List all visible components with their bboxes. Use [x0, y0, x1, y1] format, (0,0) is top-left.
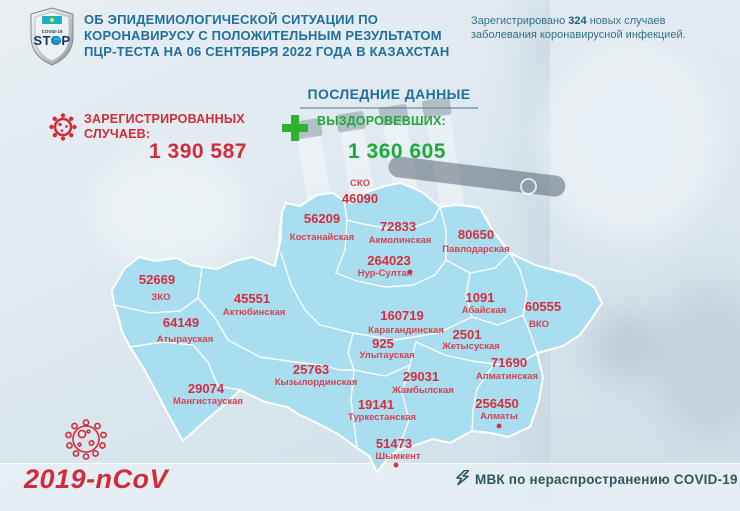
daily-cases-note: Зарегистрировано 324 новых случаев забол… [471, 14, 729, 42]
region-name: Нур-Султан [358, 268, 413, 279]
region-name: Туркестанская [348, 412, 416, 423]
title-line-3: ПЦР-ТЕСТА НА 06 СЕНТЯБРЯ 2022 ГОДА В КАЗ… [84, 44, 450, 59]
region-value: 72833 [380, 219, 416, 234]
shymkent-dot [393, 462, 399, 468]
latest-data-heading: ПОСЛЕДНИЕ ДАННЫЕ [300, 86, 478, 109]
lightning-icon [456, 470, 469, 486]
region-name: Жамбылская [391, 385, 454, 396]
recovered-value: 1 360 605 [348, 140, 446, 163]
registered-cases-value: 1 390 587 [149, 140, 247, 163]
region-name: СКО [350, 178, 370, 189]
region-name: Актюбинская [223, 307, 286, 318]
region-value: 52669 [139, 272, 175, 287]
registered-cases-label: ЗАРЕГИСТРИРОВАННЫХ СЛУЧАЕВ: [84, 112, 245, 142]
page-title: ОБ ЭПИДЕМИОЛОГИЧЕСКОЙ СИТУАЦИИ ПО КОРОНА… [84, 12, 504, 60]
region-name: ВКО [529, 319, 549, 330]
region-name: Акмолинская [369, 235, 432, 246]
region-value: 56209 [304, 211, 340, 226]
coronavirus-icon [65, 419, 107, 460]
region-value: 80650 [458, 227, 494, 242]
region-name: Мангистауская [173, 396, 243, 407]
note-prefix: Зарегистрировано [471, 15, 569, 27]
virus-icon [49, 113, 77, 141]
region-name: Улытауская [359, 350, 414, 361]
logo-stop-text: STOP [33, 33, 70, 48]
region-name: Карагандинская [368, 325, 444, 336]
region-value: 71690 [491, 355, 527, 370]
covid-stop-shield-logo: COVID-19 STOP [30, 7, 74, 66]
region-value: 925 [372, 336, 394, 351]
region-value: 160719 [380, 308, 423, 323]
region-value: 29031 [403, 369, 439, 384]
background-blob [650, 280, 740, 440]
note-suffix: новых случаев заболевания коронавирусной… [471, 15, 686, 41]
region-name: Жетысуская [441, 341, 500, 352]
nur-sultan-dot [407, 269, 413, 275]
region-value: 51473 [376, 436, 412, 451]
region-name: Алматы [480, 411, 518, 422]
region-value: 64149 [163, 315, 199, 330]
region-name: Атырауская [157, 334, 214, 345]
virus-caption: 2019-nCoV [24, 464, 169, 494]
region-name: ЗКО [151, 292, 170, 303]
note-count: 324 [568, 15, 587, 27]
region-value: 264023 [367, 253, 410, 268]
region-labels: СКО 46090 56209 Костанайская 72833 Акмол… [139, 178, 561, 468]
registered-label-line1: ЗАРЕГИСТРИРОВАННЫХ [84, 112, 245, 126]
region-value: 19141 [358, 397, 394, 412]
recovered-label: ВЫЗДОРОВЕВШИХ: [317, 114, 446, 128]
region-value: 29074 [188, 381, 225, 396]
region-value: 60555 [525, 299, 561, 314]
region-value: 2501 [453, 327, 482, 342]
title-line-1: ОБ ЭПИДЕМИОЛОГИЧЕСКОЙ СИТУАЦИИ ПО [84, 12, 379, 27]
region-name: Шымкент [375, 451, 420, 462]
region-name: Павлодарская [442, 244, 509, 255]
committee-line: МВК по нераспространению COVID-19 [456, 470, 738, 489]
almaty-dot [496, 423, 502, 429]
title-line-2: КОРОНАВИРУСУ С ПОЛОЖИТЕЛЬНЫМ РЕЗУЛЬТАТОМ [84, 28, 442, 43]
region-borders [114, 200, 538, 451]
region-name: Алматинская [476, 371, 538, 382]
plus-icon [282, 115, 308, 141]
region-value: 1091 [466, 290, 495, 305]
kazakhstan-outline [111, 182, 603, 473]
kazakhstan-map: СКО 46090 56209 Костанайская 72833 Акмол… [111, 178, 603, 473]
logo-covid-text: COVID-19 [42, 29, 63, 34]
region-name: Абайская [462, 305, 507, 316]
region-value: 45551 [234, 291, 270, 306]
registered-label-line2: СЛУЧАЕВ: [84, 127, 151, 141]
region-value: 256450 [475, 396, 518, 411]
region-name: Кызылординская [275, 377, 358, 388]
committee-text: МВК по нераспространению COVID-19 [475, 472, 738, 487]
region-value: 25763 [293, 362, 329, 377]
region-value: 46090 [342, 191, 378, 206]
region-name: Костанайская [290, 232, 354, 243]
